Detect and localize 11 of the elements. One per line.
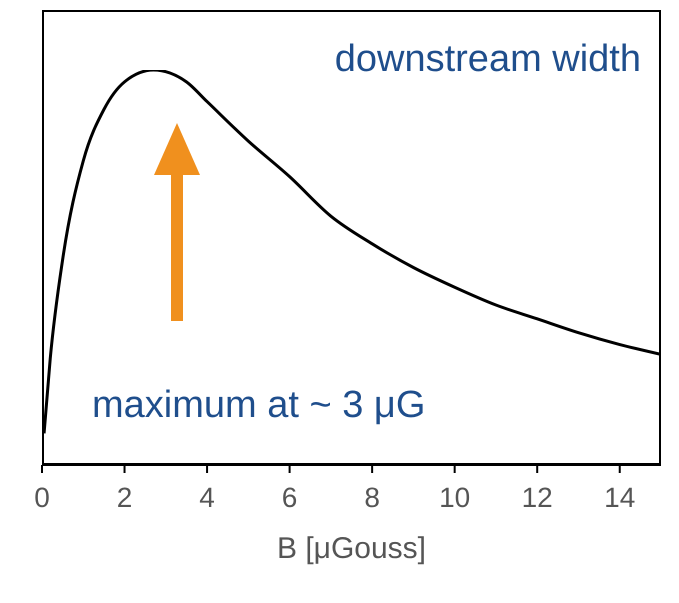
x-tick-label: 0 <box>34 482 50 513</box>
x-tick-label: 10 <box>439 482 470 513</box>
x-tick-label: 2 <box>116 482 132 513</box>
annotation: maximum at ~ 3 μG <box>92 384 426 427</box>
annotation: downstream width <box>334 38 641 81</box>
x-tick-label: 4 <box>199 482 215 513</box>
x-axis-title: B [μGouss] <box>276 532 426 565</box>
x-tick-label: 8 <box>364 482 380 513</box>
x-tick-label: 6 <box>282 482 298 513</box>
x-tick-label: 14 <box>604 482 636 513</box>
x-tick-label: 12 <box>522 482 553 513</box>
